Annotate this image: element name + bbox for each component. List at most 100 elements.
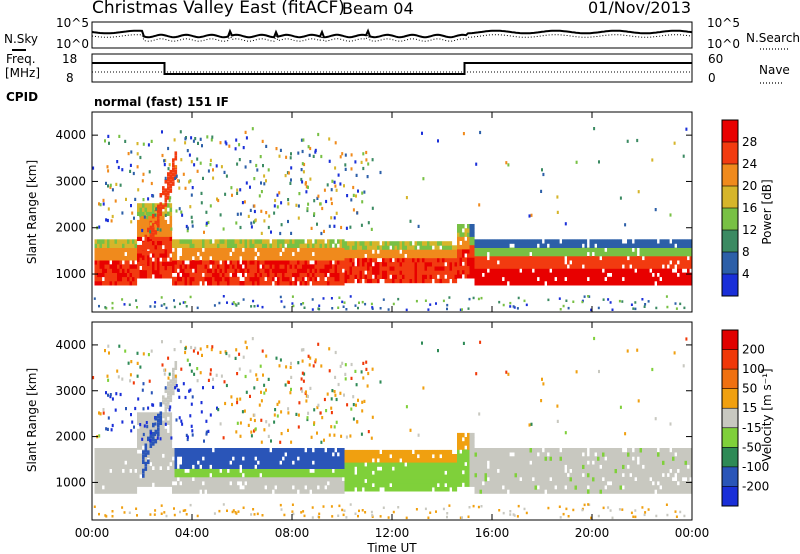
power-cell — [270, 230, 272, 234]
velocity-cell — [322, 489, 325, 494]
velocity-cell — [484, 476, 488, 482]
velocity-cell — [387, 449, 390, 455]
power-cell — [384, 249, 388, 254]
velocity-cell — [127, 448, 130, 453]
velocity-cell — [259, 468, 263, 474]
power-cell — [647, 260, 650, 265]
velocity-cell — [469, 482, 473, 487]
power-cell — [209, 247, 213, 253]
power-cell — [339, 251, 343, 257]
power-cell — [256, 168, 259, 172]
velocity-cell — [464, 474, 468, 479]
power-cell — [262, 260, 265, 265]
power-cell — [679, 264, 683, 269]
velocity-cell — [367, 470, 370, 475]
power-cell — [144, 265, 148, 271]
power-cell — [399, 274, 403, 279]
velocity-cell — [142, 416, 145, 421]
power-cell — [104, 268, 108, 273]
power-cell — [147, 250, 150, 256]
power-cell — [612, 272, 615, 278]
power-cell — [627, 276, 630, 282]
power-cell — [154, 240, 158, 246]
velocity-cell — [144, 474, 148, 479]
power-cell — [644, 260, 648, 265]
power-cell — [157, 204, 160, 210]
power-cell — [467, 244, 470, 250]
power-cell — [662, 251, 665, 257]
power-cell — [94, 264, 98, 269]
power-cell — [364, 241, 368, 246]
power-cell — [196, 169, 199, 173]
power-cell — [302, 239, 305, 244]
velocity-cell — [357, 466, 360, 471]
velocity-cell — [229, 476, 233, 482]
velocity-cell — [344, 470, 348, 475]
velocity-cell — [347, 478, 350, 484]
velocity-cell — [254, 452, 258, 457]
power-cell — [344, 262, 348, 267]
power-cell — [417, 249, 420, 254]
power-cell — [217, 243, 220, 248]
velocity-cell — [119, 476, 123, 482]
power-cell — [512, 264, 515, 269]
power-cell — [666, 305, 669, 309]
power-cell — [414, 241, 418, 246]
power-cell — [514, 264, 518, 269]
power-cell — [287, 239, 290, 244]
power-cell — [567, 251, 570, 257]
power-cell — [287, 276, 290, 282]
power-cell — [597, 276, 600, 282]
power-cell — [237, 239, 240, 244]
power-cell — [429, 270, 433, 275]
power-cell — [207, 239, 210, 244]
power-cell — [559, 256, 563, 261]
velocity-cell — [137, 461, 140, 467]
power-cell — [479, 281, 483, 286]
velocity-cell — [369, 466, 373, 471]
velocity-cell — [162, 465, 165, 471]
power-cell — [214, 268, 218, 273]
velocity-cell — [447, 478, 450, 484]
power-cell — [487, 243, 490, 248]
velocity-cell — [387, 470, 390, 475]
velocity-cell — [447, 462, 450, 467]
velocity-cell — [137, 445, 140, 450]
power-cell — [387, 270, 390, 275]
power-cell — [397, 270, 400, 275]
power-cell — [147, 257, 150, 262]
power-cell — [392, 249, 395, 254]
power-cell — [102, 239, 105, 244]
velocity-cell — [307, 464, 310, 469]
velocity-cell — [292, 456, 295, 461]
power-cell — [232, 301, 235, 304]
velocity-cell — [314, 464, 318, 469]
power-cell — [311, 298, 314, 301]
power-cell — [604, 281, 608, 286]
velocity-cell — [449, 466, 453, 471]
power-cell — [279, 264, 283, 269]
power-cell — [294, 256, 298, 261]
power-cell — [584, 239, 588, 244]
velocity-cell — [357, 458, 360, 463]
power-cell — [527, 243, 530, 248]
power-cell — [179, 260, 183, 265]
power-cell — [574, 247, 578, 253]
velocity-cell — [394, 449, 398, 455]
power-cell — [337, 260, 340, 265]
power-cell — [444, 266, 448, 271]
velocity-cell — [429, 462, 433, 467]
power-cell — [409, 270, 413, 275]
power-cell — [137, 253, 140, 258]
power-cell — [264, 281, 268, 286]
velocity-cell — [514, 481, 518, 486]
power-cell — [377, 266, 380, 271]
velocity-cell — [332, 489, 335, 494]
power-cell — [267, 243, 270, 248]
power-cell — [454, 270, 458, 275]
power-cell — [599, 239, 603, 244]
velocity-cell — [267, 468, 270, 474]
power-cell — [363, 190, 366, 194]
power-cell — [284, 268, 288, 273]
power-cell — [614, 276, 618, 282]
